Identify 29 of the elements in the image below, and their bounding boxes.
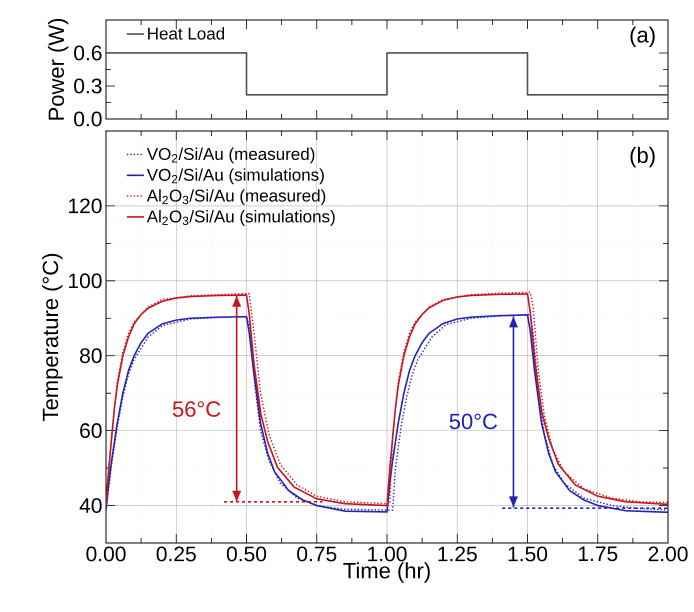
annotation: (a) [630, 26, 655, 47]
x-tick-label: 1.50 [508, 546, 548, 562]
y-tick-label: 120 [69, 198, 102, 214]
x-tick-label: 0.25 [156, 546, 196, 562]
x-tick-label: 2.00 [648, 546, 688, 562]
legend-label: Al$_{2}$O$_{3}$/Si/Au (simulations) [146, 210, 335, 226]
x-tick-label: 1.75 [578, 546, 618, 562]
y-axis-title: Power (W) [48, 18, 68, 120]
y-tick-label: 0.0 [74, 112, 102, 126]
legend-label: Al$_{2}$O$_{3}$/Si/Au (measured) [146, 189, 326, 206]
y-tick-label: 0.3 [74, 78, 102, 94]
legend-label: VO$_{2}$/Si/Au (measured) [146, 148, 314, 164]
y-tick-label: 100 [69, 273, 102, 288]
y-axis-title: Temperature (°C) [42, 254, 63, 421]
y-tick-label: 80 [80, 348, 102, 364]
x-tick-label: 1.25 [438, 546, 477, 562]
x-tick-label: 0.00 [86, 546, 126, 562]
annotation: 56°C [172, 401, 220, 417]
y-tick-label: 60 [80, 423, 102, 438]
annotation: 50°C [450, 414, 498, 430]
x-tick-label: 0.50 [226, 546, 266, 562]
legend-label: Heat Load [148, 27, 224, 40]
x-axis-title: Time (hr) [343, 562, 430, 583]
y-tick-label: 40 [80, 498, 102, 513]
annotation: (b) [630, 146, 655, 168]
x-tick-label: 0.75 [297, 546, 336, 562]
legend-label: VO$_{2}$/Si/Au (simulations) [146, 168, 324, 184]
x-tick-label: 1.00 [368, 546, 407, 562]
y-tick-label: 0.6 [74, 46, 102, 60]
